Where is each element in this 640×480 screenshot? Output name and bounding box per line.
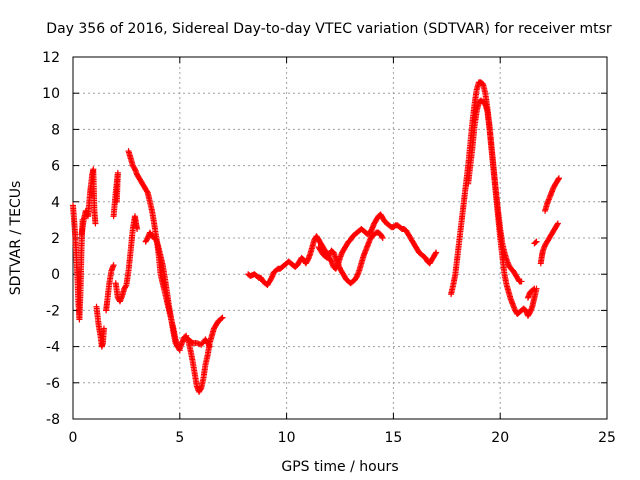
data-point bbox=[206, 343, 213, 350]
x-axis-title: GPS time / hours bbox=[281, 459, 398, 475]
data-point bbox=[134, 225, 141, 232]
data-point bbox=[432, 250, 439, 257]
data-point bbox=[555, 175, 562, 182]
data-point bbox=[92, 220, 99, 227]
data-point bbox=[533, 238, 540, 245]
data-point bbox=[113, 198, 120, 205]
data-point bbox=[110, 262, 117, 269]
y-tick-label: -4 bbox=[46, 340, 60, 356]
x-tick-label: 15 bbox=[384, 430, 402, 446]
x-tick-label: 20 bbox=[491, 430, 509, 446]
data-point bbox=[379, 233, 386, 240]
y-tick-label: -2 bbox=[46, 303, 60, 319]
y-tick-label: 2 bbox=[51, 231, 60, 247]
grid bbox=[73, 57, 607, 419]
chart-title: Day 356 of 2016, Sidereal Day-to-day VTE… bbox=[46, 21, 612, 37]
data-point bbox=[144, 188, 151, 195]
ticks bbox=[72, 56, 608, 420]
data-point bbox=[532, 239, 539, 246]
data-point bbox=[554, 220, 561, 227]
y-tick-label: -8 bbox=[46, 412, 60, 428]
tick-labels: 0 5 10 15 20 25 -8 -6 -4 -2 0 2 4 6 8 10 12 bbox=[42, 50, 616, 446]
data-point bbox=[197, 386, 204, 393]
data-point bbox=[219, 314, 226, 321]
x-tick-label: 5 bbox=[175, 430, 184, 446]
x-tick-label: 25 bbox=[598, 430, 616, 446]
y-tick-label: 10 bbox=[42, 86, 60, 102]
data-point bbox=[176, 346, 183, 353]
data-point bbox=[518, 278, 525, 285]
y-tick-label: 8 bbox=[51, 122, 60, 138]
data-point bbox=[100, 325, 107, 332]
data-point bbox=[531, 285, 538, 292]
data-point bbox=[122, 283, 129, 290]
data-point bbox=[176, 347, 183, 354]
y-tick-label: 0 bbox=[51, 267, 60, 283]
y-tick-label: 4 bbox=[51, 195, 60, 211]
data-point bbox=[433, 249, 440, 256]
x-tick-label: 10 bbox=[278, 430, 296, 446]
y-tick-label: -6 bbox=[46, 376, 60, 392]
data-point bbox=[379, 235, 386, 241]
data-point bbox=[530, 286, 537, 293]
y-tick-label: 6 bbox=[51, 159, 60, 175]
y-axis-title: SDTVAR / TECUs bbox=[8, 181, 24, 296]
y-tick-label: 12 bbox=[42, 50, 60, 66]
data-point bbox=[218, 315, 225, 322]
data-series bbox=[70, 79, 562, 395]
data-point bbox=[554, 221, 561, 228]
x-tick-label: 0 bbox=[69, 430, 78, 446]
